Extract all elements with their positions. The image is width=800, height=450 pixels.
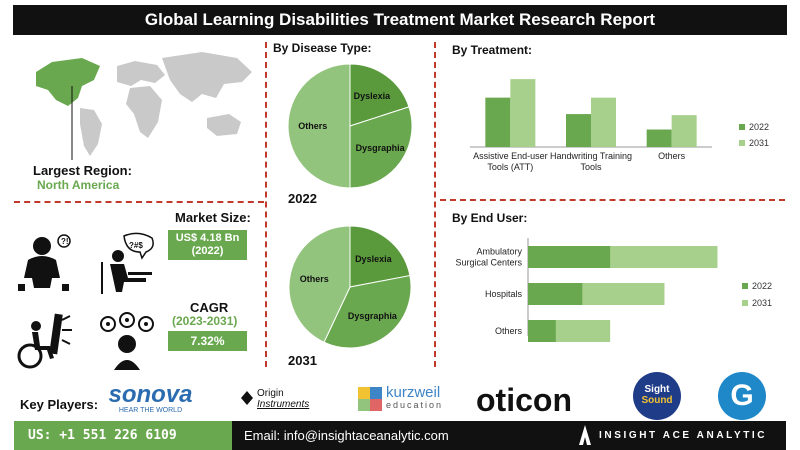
south-america-shape xyxy=(80,108,102,156)
sensory-icon xyxy=(100,312,154,370)
treatment-bar-2022-1 xyxy=(566,114,591,147)
pie-slice-others xyxy=(288,225,351,343)
pie-slice-dyslexia xyxy=(349,63,410,127)
africa-shape xyxy=(126,86,162,138)
treatment-bar-2022-2 xyxy=(646,129,672,147)
logo-sonova-tagline: HEAR THE WORLD xyxy=(118,407,183,414)
logo-sight-sound-name: Sight xyxy=(644,384,670,395)
logo-kurzweil-name: kurzweil xyxy=(386,384,441,401)
logo-kurzweil-line2: education xyxy=(386,400,444,410)
end-user-bar-chart: Ambulatory Surgical Centers Hospitals Other… xyxy=(455,238,772,342)
treatment-bar-2031-0 xyxy=(510,79,536,147)
treatment-bar-2022-0 xyxy=(485,97,511,147)
pie-label-others: Others xyxy=(298,121,327,131)
end-user-bar-2022-1 xyxy=(528,283,583,305)
logo-sight-sound: Sight Sound xyxy=(633,372,681,420)
logo-origin: Origin Instruments xyxy=(240,388,320,410)
logo-kurzweil: kurzweil education xyxy=(358,384,453,411)
cagr-period: (2023-2031) xyxy=(172,314,238,328)
page-title-text: Global Learning Disabilities Treatment M… xyxy=(144,10,656,29)
market-size-value: US$ 4.18 Bn xyxy=(175,232,240,244)
treatment-title: By Treatment: xyxy=(452,43,533,57)
market-size-year: (2022) xyxy=(191,245,224,257)
australia-shape xyxy=(207,114,241,136)
pie-label-dysgraphia: Dysgraphia xyxy=(356,143,406,153)
treatment-category-label-1: Handwriting Training Tools xyxy=(550,151,632,172)
end-user-legend-label-2022: 2022 xyxy=(752,281,772,291)
logo-sight-sound-line2: Sound xyxy=(641,395,673,406)
logo-g: G xyxy=(718,372,766,420)
treatment-legend-label-2022: 2022 xyxy=(749,122,769,132)
treatment-legend-swatch-2031 xyxy=(739,140,745,146)
pie-label-dyslexia: Dyslexia xyxy=(354,91,392,101)
map-land xyxy=(80,52,252,156)
world-map xyxy=(36,52,252,160)
end-user-category-label-2: Others xyxy=(495,326,523,336)
end-user-category-label-1: Hospitals xyxy=(485,289,523,299)
market-size-box: US$ 4.18 Bn (2022) xyxy=(168,230,247,260)
cagr-value-box: 7.32% xyxy=(168,331,247,351)
treatment-category-label-0: Assistive End-user Tools (ATT) xyxy=(473,151,548,172)
logo-oticon: oticon xyxy=(476,382,572,418)
svg-text:?!: ?! xyxy=(61,237,69,246)
end-user-category-label-0: Ambulatory Surgical Centers xyxy=(455,247,522,268)
logo-g-letter: G xyxy=(730,379,754,412)
treatment-legend-label-2031: 2031 xyxy=(749,138,769,148)
end-user-bar-2022-0 xyxy=(528,246,611,268)
contact-phone-text: US: +1 551 226 6109 xyxy=(28,428,177,443)
largest-region-value: North America xyxy=(37,178,120,192)
wheelchair-icon xyxy=(17,313,72,369)
pie-2031-year: 2031 xyxy=(288,353,317,368)
end-user-legend-swatch-2031 xyxy=(742,300,748,306)
pie-chart-2022: Dyslexia Dysgraphia Others xyxy=(287,63,413,189)
divider-right-horizontal xyxy=(440,199,785,201)
contact-email[interactable]: Email: info@insightaceanalytic.com xyxy=(244,421,449,450)
market-size-label: Market Size: xyxy=(175,210,251,225)
treatment-legend-swatch-2022 xyxy=(739,124,745,130)
child-frustrated-icon: ?! xyxy=(18,234,71,291)
cagr-label: CAGR xyxy=(190,300,229,315)
end-user-legend-label-2031: 2031 xyxy=(752,298,772,308)
kurzweil-cube-icon xyxy=(358,387,382,411)
europe-shape xyxy=(117,61,165,86)
end-user-legend-swatch-2022 xyxy=(742,283,748,289)
contact-email-text: Email: info@insightaceanalytic.com xyxy=(244,428,449,443)
pie-slice-dyslexia xyxy=(349,225,411,288)
contact-phone[interactable]: US: +1 551 226 6109 xyxy=(14,421,232,450)
pie-label-others: Others xyxy=(300,274,329,284)
logo-origin-line2: Instruments xyxy=(257,399,310,410)
logo-sonova-name: sonova xyxy=(108,381,193,408)
pie-chart-2031: Dyslexia Dysgraphia Others xyxy=(288,225,412,349)
pie-slice-others xyxy=(287,63,351,189)
treatment-bar-2031-2 xyxy=(671,115,697,147)
page-title: Global Learning Disabilities Treatment M… xyxy=(13,5,787,35)
treatment-category-label-2: Others xyxy=(658,151,686,161)
divider-right xyxy=(434,42,436,367)
divider-left-horizontal xyxy=(14,201,264,203)
end-user-bar-2022-2 xyxy=(528,320,556,342)
largest-region-label: Largest Region: xyxy=(33,163,132,178)
svg-text:?#$: ?#$ xyxy=(129,241,143,250)
logo-sonova: sonova HEAR THE WORLD xyxy=(103,381,198,415)
insight-ace-logo-icon xyxy=(579,425,591,445)
logo-origin-name: Origin xyxy=(257,388,284,399)
student-confused-icon: ?#$ xyxy=(101,232,154,294)
pie-label-dysgraphia: Dysgraphia xyxy=(348,311,398,321)
north-america-shape xyxy=(36,58,100,106)
divider-left xyxy=(265,42,267,367)
treatment-bar-chart: Assistive End-user Tools (ATT)Handwriting… xyxy=(470,79,769,172)
disease-type-title: By Disease Type: xyxy=(273,41,372,55)
pie-slice-dysgraphia xyxy=(323,274,412,349)
pie-2022-year: 2022 xyxy=(288,191,317,206)
pie-slice-dysgraphia xyxy=(349,106,413,189)
cagr-value: 7.32% xyxy=(190,334,225,348)
key-players-label: Key Players: xyxy=(20,397,99,412)
treatment-bar-2031-1 xyxy=(591,97,616,147)
contact-brand: INSIGHT ACE ANALYTIC xyxy=(599,430,768,441)
pie-label-dyslexia: Dyslexia xyxy=(355,254,393,264)
end-user-title: By End User: xyxy=(452,211,528,225)
asia-shape xyxy=(162,52,252,102)
origin-mark-icon xyxy=(241,391,253,405)
